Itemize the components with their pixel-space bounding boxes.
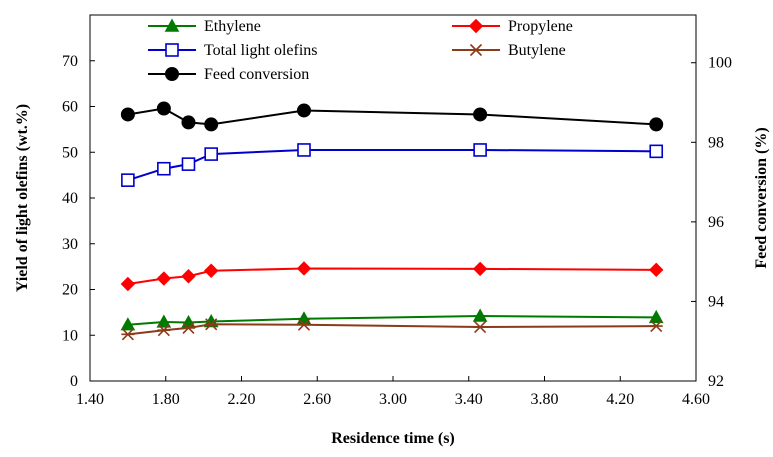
x-tick-label: 1.80 — [152, 391, 180, 408]
data-point — [473, 143, 487, 157]
data-point — [121, 328, 135, 341]
data-point — [204, 318, 218, 331]
data-point — [156, 101, 171, 116]
y-tick-label: 20 — [62, 282, 78, 299]
data-point — [181, 269, 196, 284]
data-point — [296, 261, 312, 276]
data-point — [156, 271, 172, 286]
x-tick-label: 3.00 — [379, 391, 407, 408]
y-tick-label: 0 — [70, 373, 78, 390]
data-point — [297, 143, 311, 157]
data-point — [120, 276, 136, 292]
series-butylene — [121, 318, 663, 341]
legend-label: Feed conversion — [204, 66, 309, 83]
legend-entry: Propylene — [452, 18, 573, 35]
data-point — [157, 161, 171, 176]
data-point — [121, 173, 135, 187]
data-point — [297, 318, 311, 331]
y2-tick-label: 96 — [708, 214, 724, 231]
y-axis-title: Yield of light olefins (wt.%) — [14, 104, 31, 292]
data-point — [649, 144, 664, 159]
data-point — [156, 314, 172, 328]
legend-entry: Ethylene — [148, 18, 261, 35]
x-tick-label: 2.60 — [303, 391, 331, 408]
legend-marker — [165, 43, 179, 57]
data-point — [472, 261, 488, 277]
y-tick-label: 50 — [62, 144, 78, 161]
legend-entry: Butylene — [452, 42, 566, 59]
y-tick-label: 60 — [62, 99, 78, 116]
series-feed-conversion — [120, 101, 664, 132]
y-tick-label: 40 — [62, 190, 78, 207]
y-tick-label: 30 — [62, 236, 78, 253]
x-axis-title: Residence time (s) — [331, 430, 455, 447]
data-point — [204, 147, 218, 161]
data-point — [204, 117, 219, 132]
y2-tick-label: 92 — [708, 373, 724, 390]
x-tick-label: 3.40 — [455, 391, 483, 408]
legend-marker — [164, 18, 180, 32]
series-total-light-olefins — [121, 143, 664, 187]
data-point — [649, 117, 664, 132]
legend-entry: Feed conversion — [148, 66, 309, 83]
legend: Ethylene Propylene Total light olefins Buty… — [148, 18, 573, 83]
axes-layer: 1.40 1.80 2.20 2.60 3.00 3.40 3.80 4.20 4.60 0 10 2… — [62, 53, 732, 408]
data-point — [649, 320, 663, 333]
legend-marker — [165, 67, 179, 81]
data-point — [473, 107, 488, 122]
legend-label: Ethylene — [204, 18, 261, 35]
data-point — [649, 262, 664, 278]
y2-tick-label: 100 — [708, 55, 732, 72]
legend-marker — [468, 18, 484, 34]
data-point — [181, 157, 196, 171]
x-tick-label: 4.20 — [606, 391, 634, 408]
y2-tick-label: 94 — [708, 293, 724, 310]
legend-label: Butylene — [508, 42, 566, 59]
y-tick-label: 10 — [62, 327, 78, 344]
data-point — [120, 107, 135, 122]
x-tick-label: 4.60 — [682, 391, 710, 408]
legend-entry: Total light olefins — [148, 42, 318, 59]
data-point — [181, 115, 196, 130]
series-layer — [120, 101, 664, 341]
x-tick-label: 1.40 — [76, 391, 104, 408]
data-point — [648, 309, 664, 324]
y2-tick-label: 98 — [708, 134, 724, 151]
data-point — [181, 321, 195, 334]
y2-axis-title: Feed conversion (%) — [753, 127, 770, 268]
series-propylene — [120, 261, 664, 292]
legend-label: Propylene — [508, 18, 573, 35]
legend-label: Total light olefins — [204, 42, 318, 59]
data-point — [296, 103, 311, 118]
data-point — [473, 320, 487, 334]
legend-marker — [469, 43, 483, 57]
x-tick-label: 3.80 — [531, 391, 559, 408]
data-point — [157, 324, 171, 337]
data-point — [472, 308, 488, 322]
data-point — [120, 317, 136, 331]
data-point — [203, 263, 219, 278]
x-tick-label: 2.20 — [228, 391, 256, 408]
y-tick-label: 70 — [62, 53, 78, 70]
